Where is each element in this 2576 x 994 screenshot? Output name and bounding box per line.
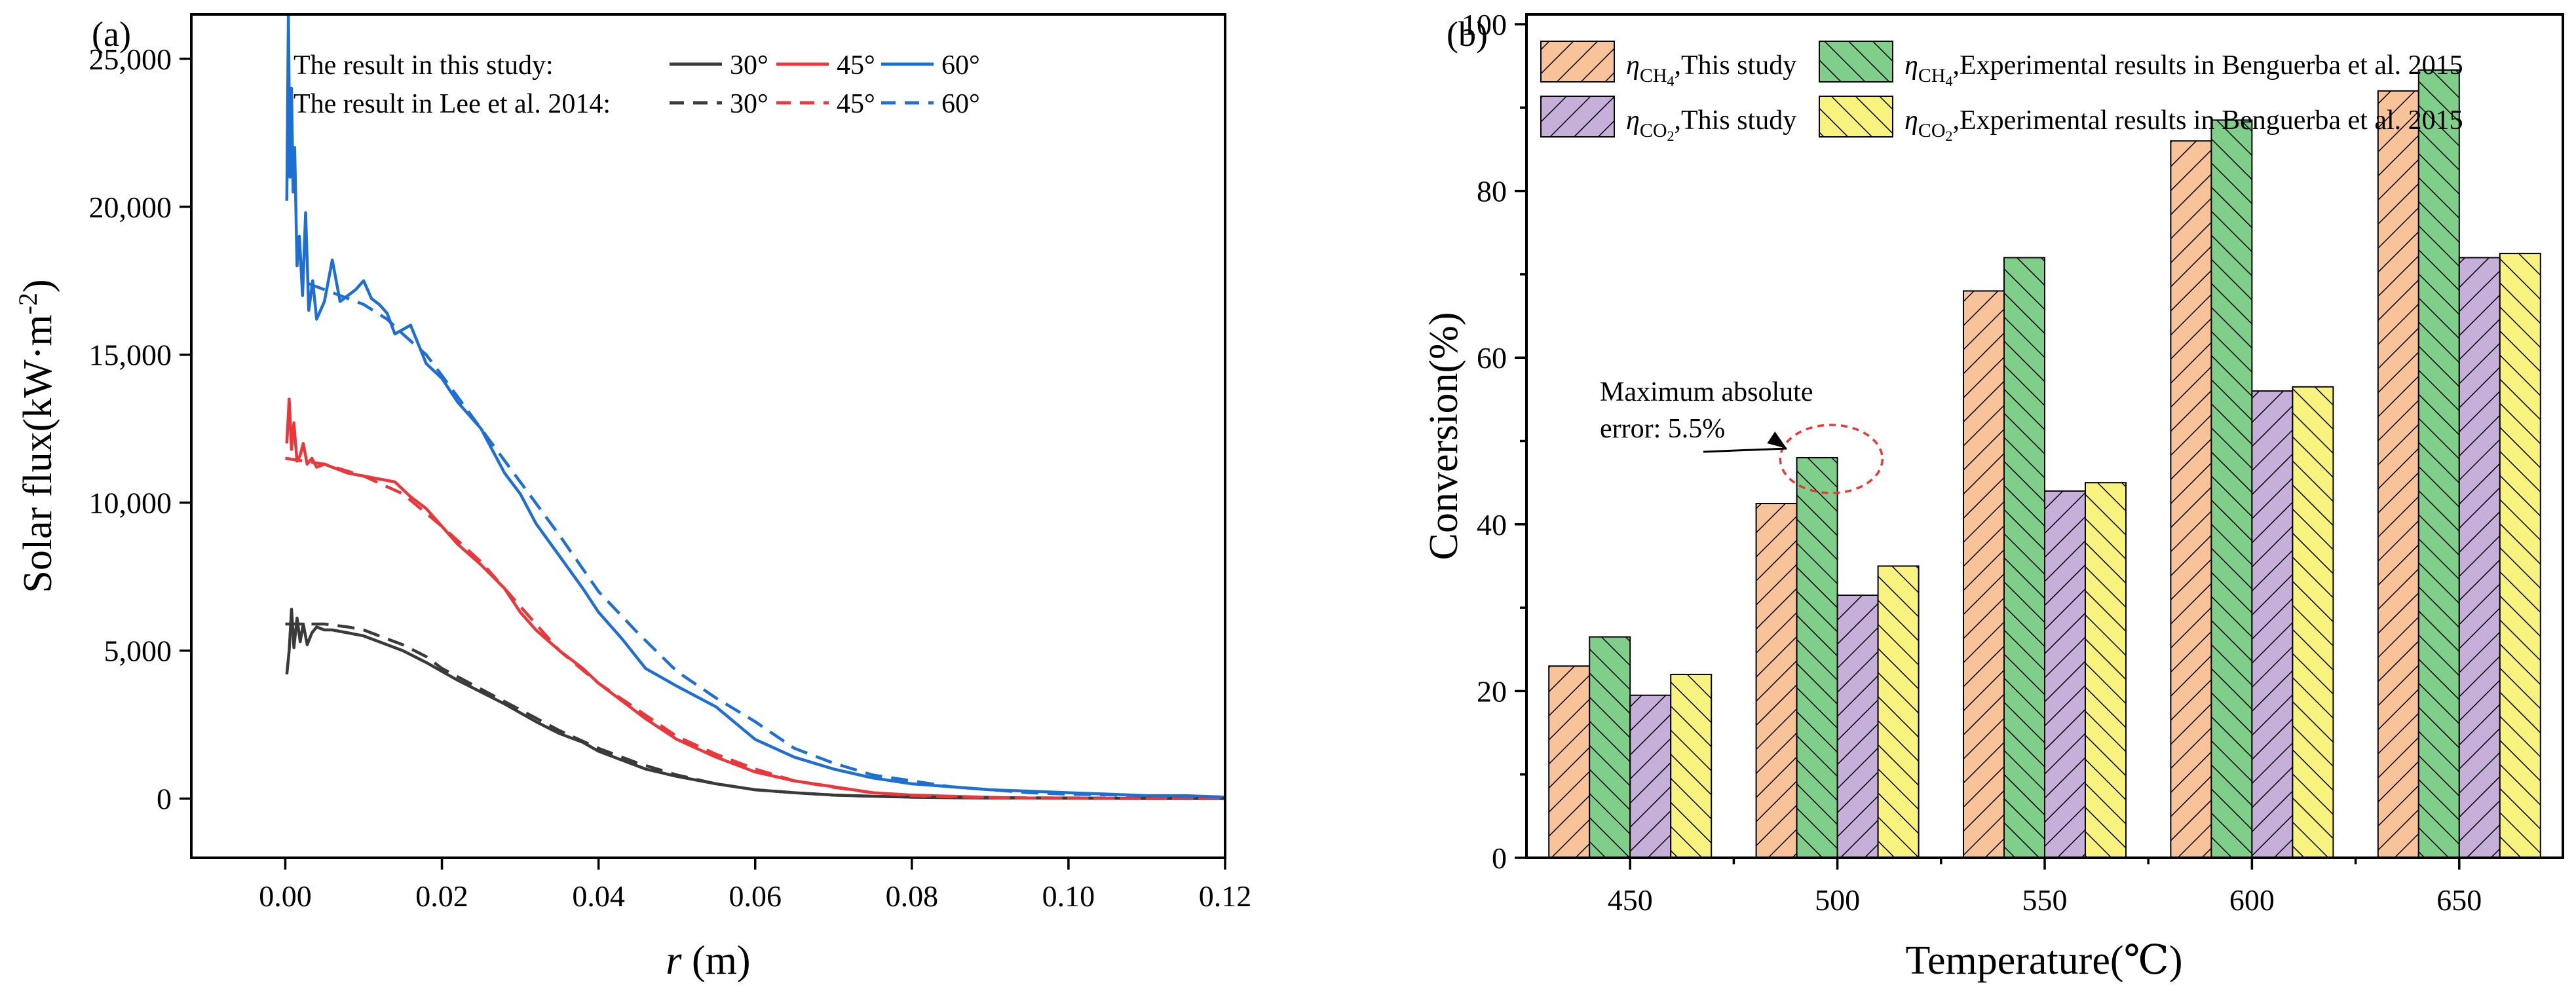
bar-hatch-ch4_this-650 <box>2377 90 2419 859</box>
y-tick-label: 15,000 <box>89 339 172 372</box>
panel-a-series-group <box>285 14 1225 800</box>
legend-row-lee-label: The result in Lee et al. 2014: <box>294 89 611 119</box>
panel-a-y-ticks: 0 5,000 10,000 15,000 20,000 25,000 <box>89 43 191 816</box>
legend-angle-label: 45° <box>837 89 875 119</box>
panel-a-line-chart: (a) 0.00 0.02 0.04 0.06 0.08 0.10 0.12 0 5,000 1… <box>13 13 1251 983</box>
legend-label-co2_exp: ηCO2,Experimental results in Benguerba e… <box>1904 105 2463 144</box>
legend-swatch-ch4_exp <box>1819 41 1893 83</box>
bar-hatch-co2_exp-450 <box>1670 673 1713 858</box>
x-tick-label: 0.12 <box>1199 879 1252 913</box>
panel-b-bars-group <box>1548 69 2541 859</box>
series-line-45deg-dashed <box>285 456 1225 800</box>
legend-swatch-co2_this <box>1540 96 1615 138</box>
bar-hatch-co2_this-450 <box>1629 694 1672 859</box>
bar-hatch-co2_exp-650 <box>2499 253 2541 858</box>
legend-row-this-study-label: The result in this study: <box>294 50 554 81</box>
panel-b-label: (b) <box>1447 14 1488 54</box>
annotation-arrow-head <box>1767 431 1787 449</box>
panel-b-legend: ηCH4,This study ηCH4,Experimental results… <box>1540 41 2463 144</box>
x-tick-label: 600 <box>2229 883 2275 917</box>
bar-hatch-ch4_exp-450 <box>1589 636 1631 859</box>
panel-a-x-axis-title: r (m) <box>666 938 750 983</box>
y-tick-label: 80 <box>1477 175 1507 208</box>
legend-angle-label: 30° <box>730 50 768 81</box>
y-tick-label: 20,000 <box>89 191 172 224</box>
bar-hatch-ch4_exp-550 <box>2003 257 2045 858</box>
bar-hatch-ch4_this-500 <box>1755 502 1798 858</box>
panel-b-bar-chart: (b) 450 500 550 600 650 0 20 40 60 80 100 Tempera… <box>1422 8 2564 983</box>
panel-b-x-axis-title: Temperature(℃) <box>1905 938 2182 983</box>
x-tick-label: 500 <box>1815 883 1860 917</box>
x-tick-label: 0.08 <box>886 879 939 913</box>
bar-hatch-co2_exp-550 <box>2085 482 2127 858</box>
y-tick-label: 0 <box>157 782 172 816</box>
x-tick-label: 0.04 <box>572 879 625 913</box>
legend-label-ch4_this: ηCH4,This study <box>1626 50 1796 89</box>
bar-hatch-co2_exp-500 <box>1877 565 1920 858</box>
panel-b-annotation: Maximum absolute error: 5.5% <box>1600 377 1884 494</box>
bar-hatch-co2_this-650 <box>2458 257 2501 858</box>
legend-angle-label: 45° <box>837 50 875 81</box>
x-tick-label: 0.06 <box>729 879 782 913</box>
x-tick-label: 450 <box>1608 883 1653 917</box>
x-tick-label: 0.10 <box>1042 879 1095 913</box>
y-tick-label: 0 <box>1492 841 1507 875</box>
series-line-60deg-dashed <box>308 282 1225 799</box>
annotation-line-2: error: 5.5% <box>1600 414 1725 444</box>
annotation-arrow-line <box>1703 447 1787 453</box>
y-tick-label: 5,000 <box>104 635 172 668</box>
panel-b-y-ticks: 0 20 40 60 80 100 <box>1462 8 1526 875</box>
bar-hatch-ch4_this-550 <box>1963 290 2005 858</box>
x-tick-label: 0.00 <box>259 879 312 913</box>
y-tick-label: 60 <box>1477 341 1507 375</box>
x-tick-label: 0.02 <box>415 879 468 913</box>
panel-a-legend: The result in this study: The result in … <box>294 50 980 119</box>
panel-a-x-ticks: 0.00 0.02 0.04 0.06 0.08 0.10 0.12 <box>259 858 1251 913</box>
y-tick-label: 20 <box>1477 674 1507 708</box>
legend-swatch-ch4_this <box>1540 41 1615 83</box>
bar-hatch-ch4_this-450 <box>1548 665 1591 859</box>
bar-hatch-co2_this-550 <box>2044 490 2086 858</box>
bar-hatch-ch4_exp-650 <box>2417 69 2460 858</box>
y-tick-label: 100 <box>1462 8 1507 41</box>
annotation-dashed-ellipse <box>1779 424 1884 494</box>
y-tick-label: 25,000 <box>89 43 172 76</box>
panel-b-y-axis-title: Conversion(%) <box>1422 312 1466 561</box>
bar-hatch-co2_exp-600 <box>2292 386 2334 858</box>
legend-angle-label: 60° <box>941 89 980 119</box>
panel-b-x-ticks: 450 500 550 600 650 <box>1608 858 2482 917</box>
legend-swatch-co2_exp <box>1819 96 1893 138</box>
bar-hatch-co2_this-600 <box>2251 390 2294 858</box>
panel-a-frame <box>190 13 1226 859</box>
panel-a-y-axis-title: Solar flux(kW·m-2) <box>13 279 60 593</box>
x-tick-label: 550 <box>2022 883 2068 917</box>
legend-label-ch4_exp: ηCH4,Experimental results in Benguerba e… <box>1904 50 2463 89</box>
annotation-line-1: Maximum absolute <box>1600 377 1813 407</box>
y-tick-label: 10,000 <box>89 487 172 520</box>
legend-label-co2_this: ηCO2,This study <box>1626 105 1796 144</box>
y-tick-label: 40 <box>1477 508 1507 542</box>
bar-hatch-ch4_exp-600 <box>2210 119 2253 858</box>
series-line-60deg-solid <box>285 14 1225 799</box>
series-line-30deg-dashed <box>285 622 1225 800</box>
panel-a-label: (a) <box>92 14 131 54</box>
bar-hatch-co2_this-500 <box>1836 595 1879 858</box>
legend-angle-label: 60° <box>941 50 980 81</box>
legend-angle-label: 30° <box>730 89 768 119</box>
bar-hatch-ch4_exp-500 <box>1796 456 1838 858</box>
bar-hatch-ch4_this-600 <box>2170 140 2212 859</box>
x-tick-label: 650 <box>2436 883 2482 917</box>
